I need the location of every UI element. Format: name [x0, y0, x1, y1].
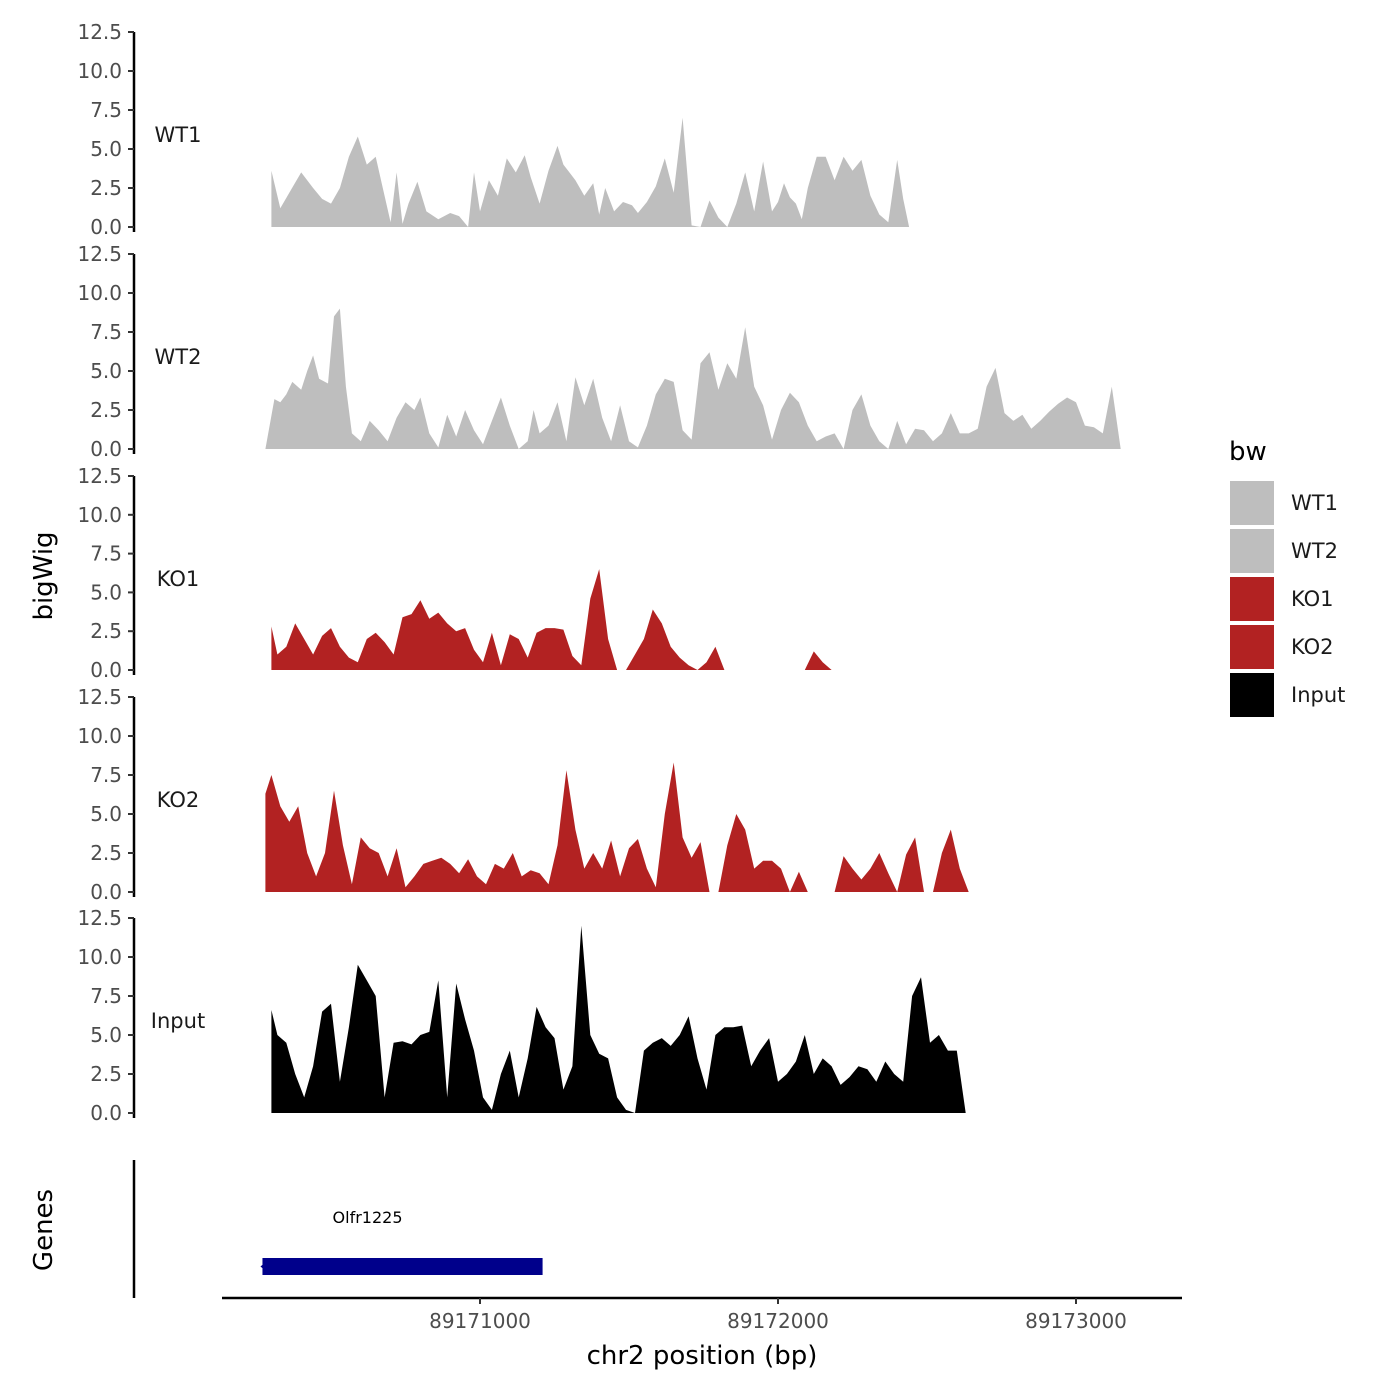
y-axis-title: bigWig: [29, 531, 59, 620]
y-tick-label: 5.0: [90, 137, 122, 161]
track-ko2: 0.0 2.5 5.0 7.5 10.0 12.5 KO2: [77, 685, 1133, 904]
legend-label-ko2: KO2: [1291, 635, 1334, 659]
track-area-ko2: [265, 762, 1133, 892]
track-label-ko2: KO2: [157, 788, 200, 812]
y-tick-label: 0.0: [90, 1101, 122, 1125]
x-tick-label: 89172000: [727, 1309, 829, 1333]
legend-swatch-input: [1230, 673, 1274, 717]
x-tick-label: 89173000: [1025, 1309, 1127, 1333]
y-tick-label: 10.0: [77, 59, 122, 83]
y-tick-label: 0.0: [90, 215, 122, 239]
track-label-input: Input: [151, 1009, 205, 1033]
x-axis: 89171000 89172000 89173000: [222, 1296, 1182, 1333]
track-label-wt2: WT2: [155, 345, 202, 369]
y-tick-label: 10.0: [77, 503, 122, 527]
y-tick-label: 7.5: [90, 984, 122, 1008]
y-tick-label: 7.5: [90, 98, 122, 122]
y-tick-label: 0.0: [90, 658, 122, 682]
track-area-input: [271, 925, 1130, 1113]
track-wt2: 0.0 2.5 5.0 7.5 10.0 12.5 WT2: [77, 242, 1133, 461]
legend-label-wt2: WT2: [1291, 539, 1338, 563]
track-input: 0.0 2.5 5.0 7.5 10.0 12.5 Input: [77, 906, 1130, 1125]
track-area-wt1: [271, 117, 1136, 227]
y-tick-label: 2.5: [90, 176, 122, 200]
legend-label-input: Input: [1291, 683, 1345, 707]
y-tick-label: 0.0: [90, 880, 122, 904]
legend-label-wt1: WT1: [1291, 491, 1338, 515]
legend-swatch-ko2: [1230, 625, 1274, 669]
y-tick-label: 2.5: [90, 398, 122, 422]
track-area-wt2: [265, 308, 1133, 449]
x-tick-label: 89171000: [429, 1309, 531, 1333]
y-tick-label: 5.0: [90, 580, 122, 604]
y-tick-label: 10.0: [77, 281, 122, 305]
genes-axis-title: Genes: [29, 1189, 59, 1271]
tracks-layer: 0.0 2.5 5.0 7.5 10.0 12.5 WT1 0.0 2.5 5.0 7.5 10.0 1…: [77, 20, 1136, 1125]
track-label-ko1: KO1: [157, 567, 200, 591]
track-wt1: 0.0 2.5 5.0 7.5 10.0 12.5 WT1: [77, 20, 1136, 239]
gene-strand-arrow: [260, 1260, 269, 1273]
y-tick-label: 12.5: [77, 20, 122, 44]
y-tick-label: 12.5: [77, 242, 122, 266]
y-tick-label: 2.5: [90, 619, 122, 643]
y-tick-label: 10.0: [77, 945, 122, 969]
legend-swatch-ko1: [1230, 577, 1274, 621]
track-label-wt1: WT1: [155, 123, 202, 147]
track-area-ko1: [271, 569, 1130, 670]
y-tick-label: 7.5: [90, 542, 122, 566]
legend: bw WT1 WT2 KO1 KO2 Input: [1229, 437, 1345, 717]
y-tick-label: 5.0: [90, 359, 122, 383]
y-tick-label: 10.0: [77, 724, 122, 748]
track-ko1: 0.0 2.5 5.0 7.5 10.0 12.5 KO1: [77, 464, 1130, 682]
y-tick-label: 12.5: [77, 464, 122, 488]
genes-layer: Olfr1225: [132, 1160, 543, 1298]
y-tick-label: 12.5: [77, 685, 122, 709]
legend-title: bw: [1229, 437, 1267, 467]
gene-label: Olfr1225: [333, 1208, 403, 1227]
y-tick-label: 2.5: [90, 1062, 122, 1086]
legend-label-ko1: KO1: [1291, 587, 1334, 611]
y-tick-label: 2.5: [90, 841, 122, 865]
legend-swatch-wt1: [1230, 481, 1274, 525]
y-tick-label: 0.0: [90, 437, 122, 461]
y-tick-label: 5.0: [90, 1023, 122, 1047]
y-tick-label: 5.0: [90, 802, 122, 826]
y-tick-label: 12.5: [77, 906, 122, 930]
gene-bar-olfr1225: [262, 1258, 543, 1275]
legend-swatch-wt2: [1230, 529, 1274, 573]
y-tick-label: 7.5: [90, 763, 122, 787]
y-tick-label: 7.5: [90, 320, 122, 344]
x-axis-title: chr2 position (bp): [587, 1341, 818, 1371]
